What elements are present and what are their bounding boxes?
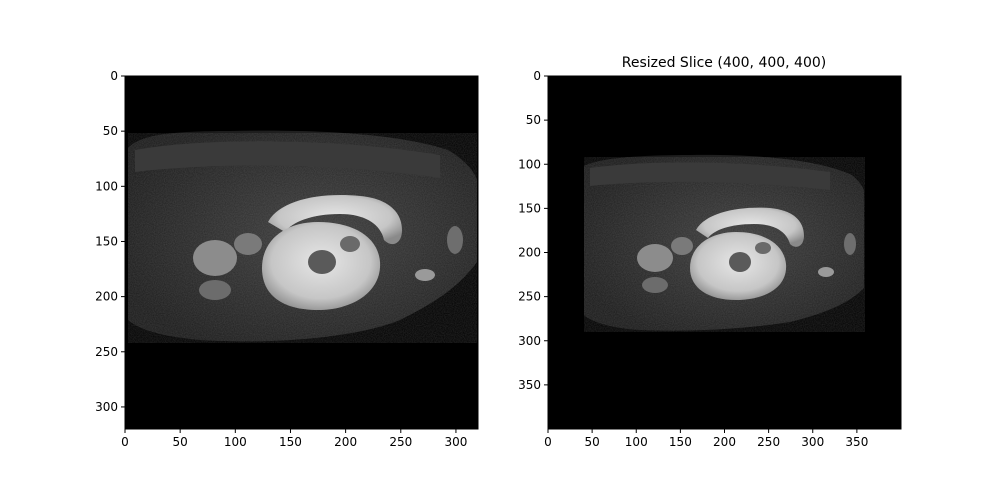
organ-dark-spot [308,250,336,274]
x-tick-label: 100 [625,435,648,449]
y-tick-label: 150 [518,201,541,215]
bright-arch [696,207,804,247]
y-tick-label: 200 [95,290,118,304]
left-structure [193,240,237,276]
right-structure [447,226,463,254]
y-tick-label: 350 [518,378,541,392]
y-tick-label: 100 [518,157,541,171]
tick-group-original: 0 50 100 150 200 250 300 0 50 100 150 200 250 300 [95,69,467,449]
y-tick-label: 250 [518,290,541,304]
organ-dark-spot [729,252,751,272]
y-tick-label: 50 [526,113,541,127]
x-tick-label: 300 [801,435,824,449]
panel-original: 0 50 100 150 200 250 300 0 50 100 150 200 250 300 [95,69,479,449]
panel-title: Resized Slice (400, 400, 400) [622,55,827,71]
x-tick-label: 50 [584,435,599,449]
body-wall [135,141,440,178]
left-structure [637,244,673,272]
y-tick-label: 50 [103,124,118,138]
right-structure [844,233,856,255]
y-tick-label: 200 [518,246,541,260]
left-structure [234,233,262,255]
right-structure [415,269,435,281]
y-tick-label: 0 [533,69,541,83]
panel-resized: Resized Slice (400, 400, 400) 0 50 100 150 2… [518,55,902,449]
bright-arch [268,195,402,245]
y-tick-label: 300 [518,334,541,348]
x-tick-label: 200 [713,435,736,449]
x-tick-label: 50 [173,435,188,449]
mri-image-original [125,76,478,429]
x-tick-label: 150 [279,435,302,449]
organ-dark-spot [340,236,360,252]
left-structure [671,237,693,255]
mri-image-resized [548,76,901,429]
x-tick-label: 250 [389,435,412,449]
x-tick-label: 200 [334,435,357,449]
x-tick-label: 300 [444,435,467,449]
x-tick-label: 150 [669,435,692,449]
x-tick-label: 0 [544,435,552,449]
y-tick-label: 100 [95,179,118,193]
left-structure [199,280,231,300]
x-tick-label: 100 [224,435,247,449]
y-tick-label: 250 [95,345,118,359]
body-wall [590,162,830,190]
x-tick-label: 250 [757,435,780,449]
organ-dark-spot [755,242,771,254]
y-tick-label: 150 [95,234,118,248]
y-tick-label: 0 [110,69,118,83]
x-tick-label: 350 [845,435,868,449]
y-tick-label: 300 [95,400,118,414]
left-structure [642,277,668,293]
tick-group-resized: 0 50 100 150 200 250 300 350 0 50 100 150 200 250 300 3… [518,69,868,449]
x-tick-label: 0 [121,435,129,449]
axes-frame [124,75,479,430]
right-structure [818,267,834,277]
